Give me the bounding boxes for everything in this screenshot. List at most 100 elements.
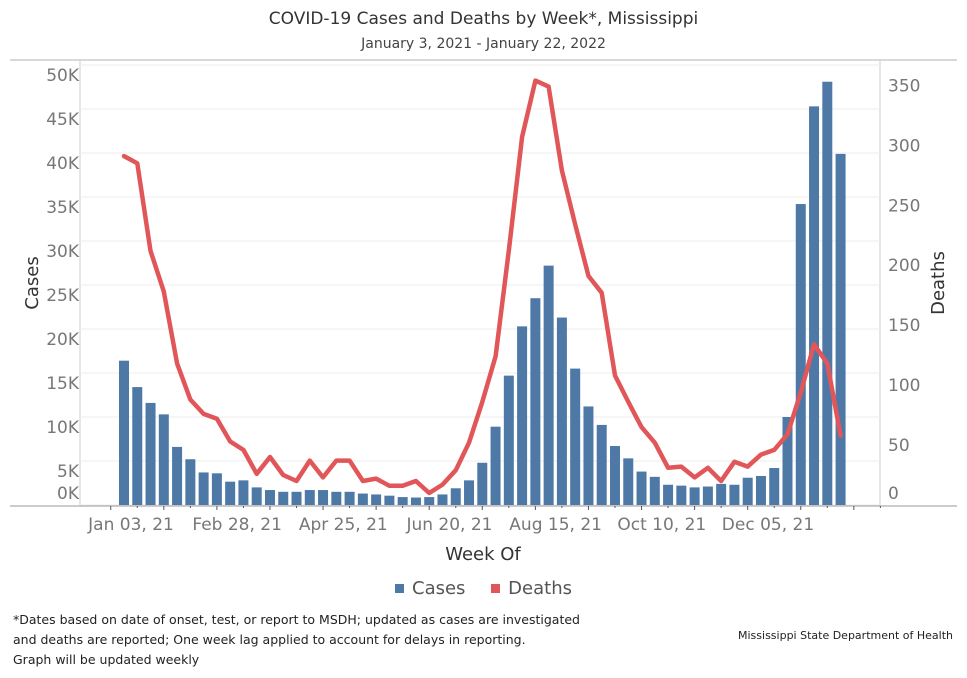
bar-cases [464,480,475,505]
bar-cases [371,494,382,505]
source-credit: Mississippi State Department of Health [738,629,953,642]
bar-cases [570,368,581,505]
legend-swatch-deaths [491,583,501,593]
y-tick-label: 25K [46,286,80,306]
legend-swatch-cases [395,583,404,593]
bar-cases [596,424,607,505]
bar-cases [198,472,209,505]
bar-cases [702,486,713,505]
y-tick-label: 35K [46,198,80,218]
bar-cases [185,459,196,505]
legend-item-cases[interactable]: Cases [395,578,465,599]
y-tick-label: 40K [46,154,80,174]
x-tick-label: Feb 28, 21 [192,515,282,535]
bar-cases [357,493,368,505]
x-tick-label: Dec 05, 21 [722,515,814,535]
y2-tick-label: 150 [888,316,920,336]
y2-tick-label: 250 [888,196,920,216]
legend-label-cases: Cases [412,578,466,599]
bar-cases [397,497,408,505]
x-tick-label: Apr 25, 21 [299,515,388,535]
y2-tick-label: 300 [888,136,920,156]
y2-tick-label: 200 [888,256,920,276]
bar-cases [689,487,700,505]
x-tick-label: Aug 15, 21 [509,515,602,535]
y2-tick-label: 350 [888,76,920,96]
y2-tick-label: 100 [888,376,920,396]
y2-axis-title: Deaths [928,251,949,315]
bar-cases [663,484,674,505]
footnote: *Dates based on date of onset, test, or … [13,610,580,670]
bar-cases [649,476,660,505]
footnote-line: *Dates based on date of onset, test, or … [13,612,580,627]
x-tick-label: Jan 03, 21 [87,515,174,535]
line-deaths [121,78,843,496]
bar-cases [623,458,634,505]
y2-tick-label: 0 [888,484,899,504]
bar-cases [755,475,766,505]
bar-cases [503,375,514,505]
bar-cases [211,473,222,505]
bar-cases [782,417,793,505]
bar-cases [344,491,355,505]
y-tick-label: 30K [46,242,80,262]
bar-cases [251,487,262,505]
bar-cases [742,477,753,505]
bar-cases [410,497,421,505]
bar-cases [809,106,820,506]
bar-cases [331,491,342,505]
bar-cases [291,491,302,505]
bar-cases [424,497,435,505]
y-tick-label: 50K [46,66,80,86]
bar-cases [556,317,567,505]
bar-cases [119,360,129,505]
bar-cases [822,81,833,505]
bar-cases [676,485,687,505]
y2-tick-label: 50 [888,436,910,456]
bar-cases [636,471,647,505]
footnote-line: and deaths are reported; One week lag ap… [13,632,526,647]
x-tick-label: Jun 20, 21 [405,515,492,535]
bar-cases [795,204,806,506]
footnote-line: Graph will be updated weekly [13,652,200,667]
y-tick-label: 5K [57,462,80,482]
bar-cases [132,387,143,505]
bar-cases [716,483,727,505]
bar-cases [264,490,275,505]
bar-cases [729,484,740,505]
chart-title: COVID-19 Cases and Deaths by Week*, Miss… [268,9,699,29]
bar-cases [225,481,236,505]
bar-cases [437,494,448,505]
y-tick-label: 15K [46,374,80,394]
bar-cases [583,406,594,505]
bar-cases [530,298,541,505]
bar-cases [543,265,554,505]
y-tick-label: 20K [46,330,80,350]
bar-cases [384,495,395,505]
x-tick-label: Oct 10, 21 [617,515,706,535]
y-tick-label: 10K [46,418,80,438]
bar-cases [145,402,156,505]
bar-cases [490,426,501,505]
bar-cases [238,480,249,505]
bar-cases [609,446,620,505]
bar-cases [318,490,329,505]
bar-cases [835,153,846,505]
y-tick-label: 0K [57,484,80,504]
bar-cases [158,414,169,505]
chart-subtitle: January 3, 2021 - January 22, 2022 [361,36,606,52]
bar-cases [450,488,461,505]
bar-cases [304,490,315,505]
legend-label-deaths: Deaths [508,578,572,599]
bar-cases [517,326,528,505]
bar-cases [477,462,488,505]
y-tick-label: 45K [46,110,80,130]
bar-cases [769,468,780,505]
bar-cases [278,491,289,505]
bar-cases [172,446,183,505]
x-axis-title: Week Of [445,544,521,565]
legend: Cases Deaths [0,578,967,599]
legend-item-deaths[interactable]: Deaths [491,578,572,599]
